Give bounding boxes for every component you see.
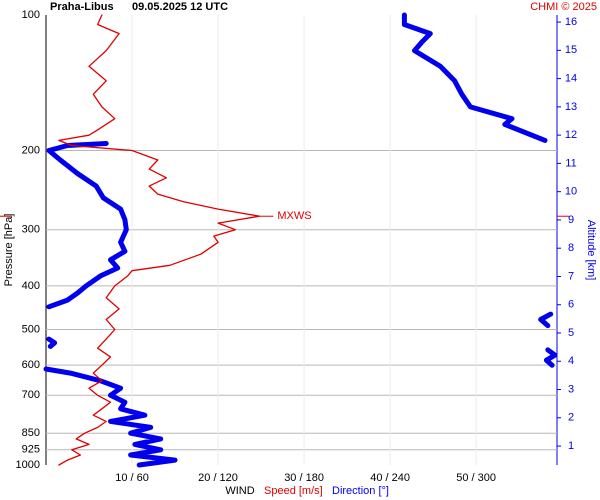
x-tick-label: 50 / 300 xyxy=(456,472,496,484)
chart-title: Praha-Libus xyxy=(50,1,114,13)
y2-tick-label: 12 xyxy=(565,129,577,141)
y2-tick-label: 10 xyxy=(565,186,577,198)
y2-tick-label: 8 xyxy=(568,242,574,254)
y2-tick-label: 6 xyxy=(568,299,574,311)
x-axis-label: WIND xyxy=(225,485,254,497)
y2-tick-label: 9 xyxy=(568,214,574,226)
y-tick-label: 100 xyxy=(22,9,40,21)
y2-tick-label: 2 xyxy=(568,412,574,424)
y-tick-label: 850 xyxy=(22,427,40,439)
data-line xyxy=(58,14,260,466)
y2-tick-label: 3 xyxy=(568,383,574,395)
y2-tick-label: 13 xyxy=(565,101,577,113)
y2-tick-label: 4 xyxy=(568,355,574,367)
y2-tick-label: 7 xyxy=(568,270,574,282)
annotation: MXWS xyxy=(277,210,311,222)
y-axis-label: Pressure [hPa] xyxy=(3,214,15,287)
y-tick-label: 200 xyxy=(22,144,40,156)
legend-entry: Speed [m/s] xyxy=(264,485,323,497)
y2-tick-label: 1 xyxy=(568,440,574,452)
x-tick-label: 40 / 240 xyxy=(370,472,410,484)
y2-tick-label: 16 xyxy=(565,16,577,28)
y-tick-label: 1000 xyxy=(16,459,40,471)
x-tick-label: 30 / 180 xyxy=(284,472,324,484)
y-tick-label: 500 xyxy=(22,323,40,335)
data-line xyxy=(43,12,558,468)
chart-subtitle: 09.05.2025 12 UTC xyxy=(132,1,228,13)
y2-tick-label: 14 xyxy=(565,73,577,85)
y-tick-label: 300 xyxy=(22,224,40,236)
legend-entry: Direction [°] xyxy=(332,485,389,497)
y2-axis-label: Altitude [km] xyxy=(585,220,597,281)
y-tick-label: 925 xyxy=(22,444,40,456)
y-tick-label: 400 xyxy=(22,280,40,292)
credit: CHMI © 2025 xyxy=(530,1,597,13)
y-tick-label: 600 xyxy=(22,359,40,371)
y2-tick-label: 11 xyxy=(565,157,576,169)
x-tick-label: 10 / 60 xyxy=(115,472,149,484)
x-tick-label: 20 / 120 xyxy=(198,472,238,484)
y2-tick-label: 15 xyxy=(565,44,577,56)
y-tick-label: 700 xyxy=(22,389,40,401)
y2-tick-label: 5 xyxy=(568,327,574,339)
